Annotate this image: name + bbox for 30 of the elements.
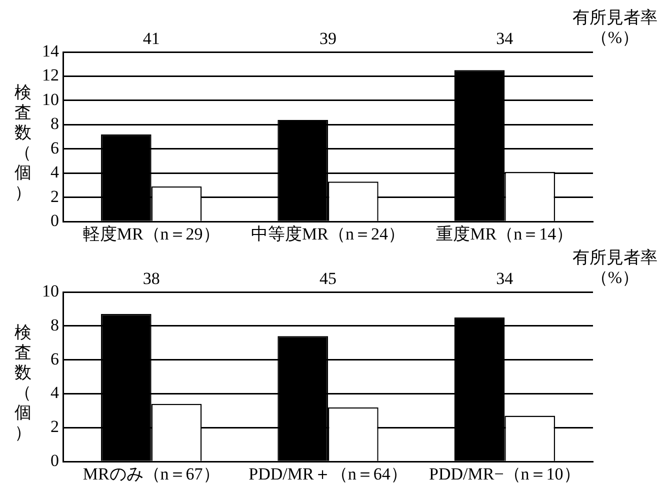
x-tick-label: MRのみ（n＝67） (82, 464, 220, 484)
text: 39 (320, 28, 336, 48)
y-tick-label: 10 (42, 90, 59, 109)
y-tick-label: 6 (50, 138, 59, 158)
text: 41 (142, 28, 160, 48)
x-tick-label: 中等度MR（n＝24） (251, 224, 405, 244)
y-tick-label: 12 (42, 66, 59, 85)
text: 38 (142, 268, 160, 288)
x-tick-label: 重度MR（n＝14） (436, 224, 574, 244)
x-tick-label: PDD/MR−（n＝10） (429, 464, 580, 484)
y-tick-label: 8 (50, 315, 59, 334)
x-tick-label: 軽度MR（n＝29） (82, 224, 220, 244)
y-tick-label: 0 (50, 451, 59, 470)
text: 有所見者率（%） (572, 8, 658, 47)
text: 有所見者率（%） (572, 248, 658, 287)
y-tick-label: 14 (42, 41, 60, 60)
y-tick-label: 2 (50, 417, 59, 436)
y-tick-label: 2 (50, 186, 59, 206)
text: 45 (320, 268, 336, 288)
text: 34 (496, 28, 514, 48)
y-tick-label: 0 (50, 211, 59, 230)
y-tick-label: 6 (50, 349, 59, 368)
text: 34 (496, 268, 514, 288)
y-tick-label: 4 (50, 162, 60, 182)
y-tick-label: 8 (50, 114, 59, 134)
y-tick-label: 10 (42, 281, 59, 300)
y-axis-title: 検査数（個） (14, 323, 32, 443)
y-axis-title: 検査数（個） (14, 83, 32, 203)
y-tick-label: 4 (50, 383, 60, 402)
x-tick-label: PDD/MR＋（n＝64） (248, 464, 408, 484)
